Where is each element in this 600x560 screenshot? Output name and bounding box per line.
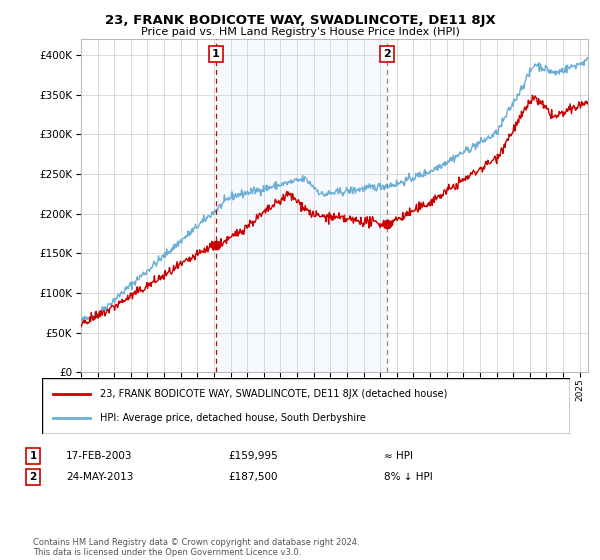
Text: 23, FRANK BODICOTE WAY, SWADLINCOTE, DE11 8JX (detached house): 23, FRANK BODICOTE WAY, SWADLINCOTE, DE1… — [100, 389, 448, 399]
Text: 24-MAY-2013: 24-MAY-2013 — [66, 472, 133, 482]
Bar — [216, 39, 386, 372]
FancyBboxPatch shape — [42, 378, 570, 434]
Text: 1: 1 — [212, 49, 220, 59]
Text: 1: 1 — [29, 451, 37, 461]
Text: 2: 2 — [29, 472, 37, 482]
Text: 8% ↓ HPI: 8% ↓ HPI — [384, 472, 433, 482]
Text: 17-FEB-2003: 17-FEB-2003 — [66, 451, 133, 461]
Text: 2: 2 — [383, 49, 391, 59]
Text: 23, FRANK BODICOTE WAY, SWADLINCOTE, DE11 8JX: 23, FRANK BODICOTE WAY, SWADLINCOTE, DE1… — [104, 14, 496, 27]
Text: £159,995: £159,995 — [228, 451, 278, 461]
Text: £187,500: £187,500 — [228, 472, 277, 482]
Text: Contains HM Land Registry data © Crown copyright and database right 2024.
This d: Contains HM Land Registry data © Crown c… — [33, 538, 359, 557]
Text: HPI: Average price, detached house, South Derbyshire: HPI: Average price, detached house, Sout… — [100, 413, 366, 423]
Text: Price paid vs. HM Land Registry's House Price Index (HPI): Price paid vs. HM Land Registry's House … — [140, 27, 460, 37]
Text: ≈ HPI: ≈ HPI — [384, 451, 413, 461]
